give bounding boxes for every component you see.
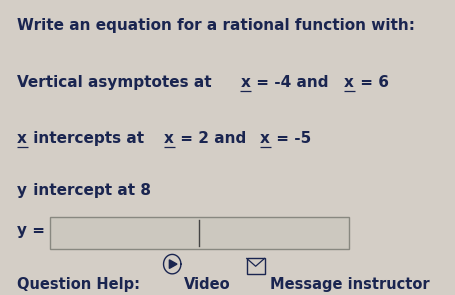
Text: x: x <box>163 131 173 146</box>
Text: y =: y = <box>17 223 45 238</box>
Text: x: x <box>240 75 250 90</box>
Text: x: x <box>343 75 353 90</box>
Text: = -4 and: = -4 and <box>251 75 334 90</box>
Text: = -5: = -5 <box>271 131 311 146</box>
Polygon shape <box>169 260 177 268</box>
Text: Question Help:: Question Help: <box>17 277 140 292</box>
Text: Vertical asymptotes at: Vertical asymptotes at <box>17 75 217 90</box>
Text: Write an equation for a rational function with:: Write an equation for a rational functio… <box>17 18 414 33</box>
FancyBboxPatch shape <box>51 217 348 248</box>
Text: intercept at 8: intercept at 8 <box>28 183 151 198</box>
Text: x: x <box>17 131 27 146</box>
Text: = 6: = 6 <box>354 75 388 90</box>
Text: intercepts at: intercepts at <box>28 131 149 146</box>
Text: Message instructor: Message instructor <box>269 277 428 292</box>
Text: = 2 and: = 2 and <box>174 131 251 146</box>
Text: y: y <box>17 183 27 198</box>
Text: x: x <box>259 131 269 146</box>
Text: Video: Video <box>184 277 230 292</box>
